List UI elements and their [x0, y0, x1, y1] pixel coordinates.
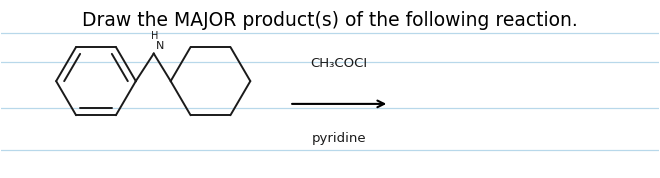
Text: Draw the MAJOR product(s) of the following reaction.: Draw the MAJOR product(s) of the followi… [82, 11, 578, 30]
Text: CH₃COCI: CH₃COCI [311, 57, 368, 70]
Text: H: H [150, 31, 158, 41]
Text: pyridine: pyridine [312, 132, 366, 145]
Text: N: N [156, 41, 164, 51]
